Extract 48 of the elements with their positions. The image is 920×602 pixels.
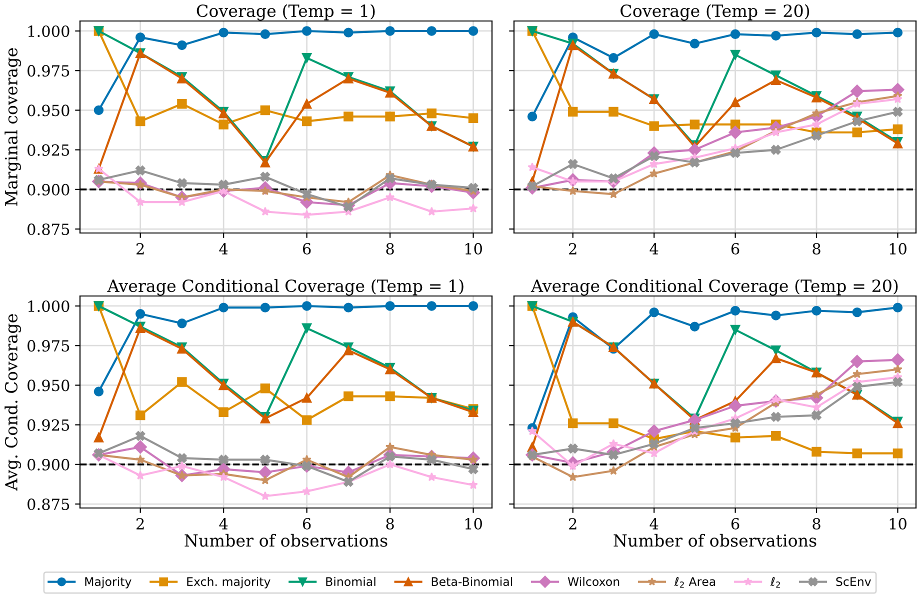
y-tick-label: 0.900 [28, 458, 70, 470]
y-tick-label: 0.950 [28, 380, 70, 392]
x-tick-label: 6 [731, 518, 740, 530]
legend-label: Majority [85, 576, 132, 588]
y-axis-title: Avg. Cond. Coverage [4, 314, 21, 491]
x-tick-label: 8 [386, 242, 394, 255]
y-tick-label: 0.900 [28, 184, 70, 196]
y-tick-label: 0.950 [28, 104, 70, 116]
x-tick-label: 8 [386, 518, 394, 530]
legend-label: Wilcoxon [568, 576, 620, 586]
chart-title: Coverage (Temp = 1) [196, 4, 375, 21]
x-axis-title: Number of observations [614, 534, 816, 547]
y-tick-label: 0.975 [28, 65, 70, 77]
legend-label: Exch. majority [187, 576, 270, 588]
x-tick-label: 2 [136, 242, 144, 254]
y-tick-label: 0.975 [28, 340, 70, 352]
legend-label: Binomial [326, 576, 376, 586]
x-tick-label: 10 [890, 518, 906, 530]
legend-label: Beta-Binomial [432, 576, 512, 586]
x-tick-label: 6 [302, 242, 311, 255]
y-tick-label: 0.925 [28, 144, 70, 156]
y-tick-label: 0.925 [28, 419, 70, 431]
x-tick-label: 10 [890, 242, 906, 255]
chart-title: Coverage (Temp = 20) [620, 4, 810, 21]
x-tick-label: 4 [219, 242, 228, 254]
x-axis-title: Number of observations [184, 534, 388, 547]
x-tick-label: 10 [465, 242, 482, 255]
legend-label: ScEnv [836, 577, 872, 586]
x-tick-label: 6 [302, 518, 311, 530]
x-tick-label: 2 [569, 242, 576, 254]
y-axis-title: Marginal coverage [4, 48, 21, 206]
legend-label: ℓ$_{2}$ Area [674, 577, 716, 588]
chart-title: Average Conditional Coverage (Temp = 20) [530, 279, 898, 296]
y-tick-label: 0.875 [28, 224, 70, 236]
y-tick-label: 1.000 [28, 300, 70, 312]
x-tick-label: 2 [136, 518, 144, 530]
x-tick-label: 4 [650, 518, 658, 530]
x-tick-label: 8 [812, 242, 820, 255]
x-tick-label: 4 [219, 518, 228, 530]
y-tick-label: 1.000 [28, 25, 70, 38]
chart-title: Average Conditional Coverage (Temp = 1) [107, 279, 464, 296]
x-tick-label: 2 [569, 518, 576, 530]
y-tick-label: 0.875 [28, 498, 70, 510]
x-tick-label: 8 [812, 518, 820, 530]
x-tick-label: 6 [731, 242, 740, 255]
legend-label: ℓ$_{2}$ [770, 577, 780, 588]
x-tick-label: 10 [465, 518, 482, 530]
x-tick-label: 4 [650, 242, 658, 254]
